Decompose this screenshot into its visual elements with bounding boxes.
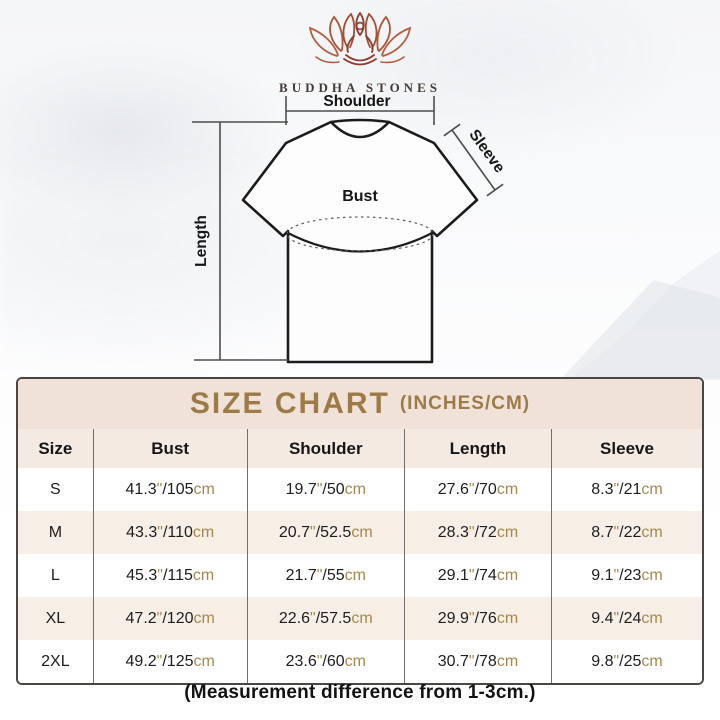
size-row-l: L 45.3"/115cm 21.7"/55cm 29.1"/74cm 9.1"/23c…: [18, 554, 702, 597]
size-row-2xl: 2XL 49.2"/125cm 23.6"/60cm 30.7"/78cm 9.8"/2…: [18, 640, 702, 683]
bust-value-cell: 41.3"/105cm: [92, 468, 248, 511]
length-value-cell: 28.3"/72cm: [403, 511, 552, 554]
size-cell: 2XL: [41, 652, 70, 670]
size-chart-title-band: SIZE CHART (INCHES/CM): [18, 379, 702, 429]
sleeve-value-cell: 8.7"/22cm: [550, 511, 702, 554]
bust-label: Bust: [342, 188, 378, 205]
column-header-bust: Bust: [92, 429, 248, 468]
sleeve-measure-line: [443, 123, 504, 197]
column-header-shoulder: Shoulder: [246, 429, 405, 468]
sleeve-value-cell: 9.4"/24cm: [550, 597, 702, 640]
lotus-meditation-icon: [308, 12, 412, 66]
size-chart-table: Size Bust Shoulder Length Sleeve S 41.3"/105c…: [18, 429, 702, 683]
bust-value-cell: 47.2"/120cm: [92, 597, 248, 640]
bust-value-cell: 43.3"/110cm: [92, 511, 248, 554]
bust-value-cell: 45.3"/115cm: [92, 554, 248, 597]
measurement-footnote: (Measurement difference from 1-3cm.): [184, 682, 536, 703]
size-cell: XL: [45, 609, 66, 627]
tshirt-outline: [241, 118, 479, 364]
sleeve-value-cell: 9.8"/25cm: [550, 640, 702, 683]
tshirt-measurement-diagram: Shoulder Length Sleeve Bust: [192, 93, 508, 364]
bust-dotted-ellipse: [286, 216, 434, 252]
chest-curve: [285, 231, 435, 253]
length-measure-line: [192, 121, 288, 361]
length-label: Length: [193, 215, 210, 267]
sleeve-label: Sleeve: [465, 126, 508, 176]
shoulder-value-cell: 20.7"/52.5cm: [246, 511, 405, 554]
size-cell: M: [48, 523, 63, 541]
size-chart-title: SIZE CHART: [189, 387, 390, 420]
size-cell: L: [50, 566, 60, 584]
column-header-sleeve: Sleeve: [550, 429, 702, 468]
size-row-m: M 43.3"/110cm 20.7"/52.5cm 28.3"/72cm 8.7"/2…: [18, 511, 702, 554]
length-value-cell: 29.1"/74cm: [403, 554, 552, 597]
shoulder-label: Shoulder: [323, 93, 390, 110]
length-value-cell: 30.7"/78cm: [403, 640, 552, 683]
size-chart-title-units: (INCHES/CM): [399, 393, 531, 414]
length-value-cell: 27.6"/70cm: [403, 468, 552, 511]
size-chart: SIZE CHART (INCHES/CM) Size Bust Shoulder L…: [16, 377, 704, 685]
bust-value-cell: 49.2"/125cm: [92, 640, 248, 683]
shoulder-value-cell: 22.6"/57.5cm: [246, 597, 405, 640]
size-row-xl: XL 47.2"/120cm 22.6"/57.5cm 29.9"/76cm 9.4"/…: [18, 597, 702, 640]
brand-name: BUDDHA STONES: [279, 80, 441, 95]
column-header-size: Size: [18, 429, 94, 468]
sleeve-value-cell: 9.1"/23cm: [550, 554, 702, 597]
shoulder-value-cell: 23.6"/60cm: [246, 640, 405, 683]
size-row-s: S 41.3"/105cm 19.7"/50cm 27.6"/70cm 8.3"/21c…: [18, 468, 702, 511]
collar-line: [330, 121, 390, 139]
size-cell: S: [50, 480, 61, 498]
brand-logo: BUDDHA STONES: [0, 10, 720, 96]
length-value-cell: 29.9"/76cm: [403, 597, 552, 640]
shoulder-value-cell: 21.7"/55cm: [246, 554, 405, 597]
sleeve-value-cell: 8.3"/21cm: [550, 468, 702, 511]
shoulder-measure-line: [285, 96, 435, 125]
size-chart-header-row: Size Bust Shoulder Length Sleeve: [18, 429, 702, 468]
shoulder-value-cell: 19.7"/50cm: [246, 468, 405, 511]
column-header-length: Length: [403, 429, 552, 468]
